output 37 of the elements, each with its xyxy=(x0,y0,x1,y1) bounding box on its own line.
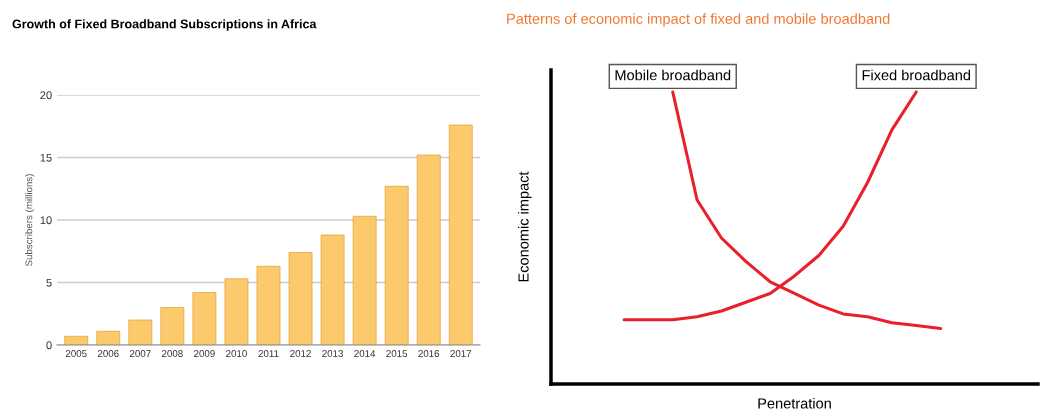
bar xyxy=(352,215,377,345)
x-tick-label: 2013 xyxy=(322,350,343,357)
bar xyxy=(128,319,153,345)
bar xyxy=(288,252,313,345)
y-tick-label: 20 xyxy=(40,91,52,100)
y-axis-title: Subscribers (millions) xyxy=(25,174,35,267)
chart-title: Patterns of economic impact of fixed and mobile broadband xyxy=(507,13,890,27)
bar xyxy=(160,307,185,345)
x-tick-label: 2017 xyxy=(450,350,472,357)
x-tick-label: 2006 xyxy=(97,350,119,357)
bar xyxy=(96,330,121,345)
bar xyxy=(256,265,281,345)
bar xyxy=(320,234,345,345)
x-tick-label: 2005 xyxy=(65,350,87,357)
series-label: Fixed broadband xyxy=(862,69,971,81)
x-tick-label: 2014 xyxy=(354,350,376,357)
x-tick-label: 2009 xyxy=(194,350,215,357)
bar xyxy=(448,124,473,345)
x-tick-label: 2016 xyxy=(418,350,440,357)
bar xyxy=(192,292,217,345)
y-tick-label: 10 xyxy=(40,216,52,225)
bar xyxy=(224,278,249,345)
y-tick-label: 5 xyxy=(46,278,52,287)
x-tick-label: 2010 xyxy=(226,350,247,357)
x-tick-label: 2015 xyxy=(386,350,408,357)
bar xyxy=(416,154,441,345)
y-tick-label: 0 xyxy=(46,341,52,350)
x-axis-title: Penetration xyxy=(758,397,831,409)
x-tick-label: 2007 xyxy=(129,350,151,357)
bar xyxy=(384,185,409,345)
y-tick-label: 15 xyxy=(40,153,52,162)
x-tick-label: 2008 xyxy=(162,350,183,357)
y-axis-title: Economic impact xyxy=(517,171,532,282)
x-tick-label: 2012 xyxy=(290,350,311,357)
series-label: Mobile broadband xyxy=(615,69,731,81)
x-tick-label: 2011 xyxy=(258,350,279,357)
chart-title: Growth of Fixed Broadband Subscriptions in Africa xyxy=(12,19,317,31)
